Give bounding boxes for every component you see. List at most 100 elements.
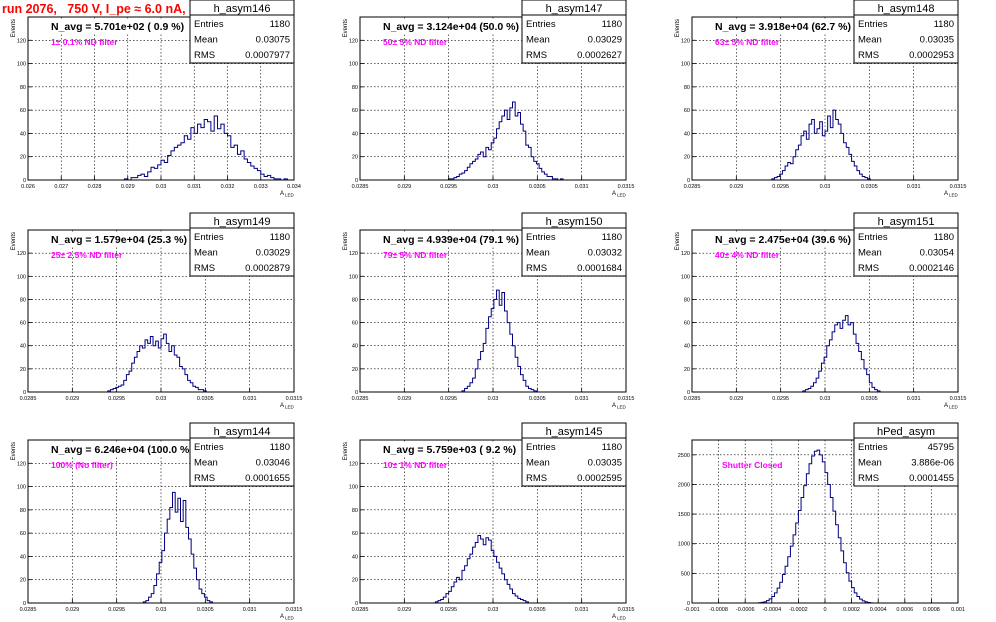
stats-label-rms: RMS bbox=[194, 50, 215, 61]
y-tick-label: 80 bbox=[352, 508, 358, 514]
y-tick-label: 120 bbox=[349, 461, 358, 467]
y-axis-label: Events bbox=[11, 19, 17, 37]
y-axis-label: Events bbox=[343, 232, 349, 250]
stats-value-rms: 0.0002146 bbox=[909, 263, 954, 274]
stats-value-rms: 0.0002627 bbox=[577, 50, 622, 61]
y-tick-label: 60 bbox=[20, 531, 26, 537]
filter-note: Shutter Closed bbox=[722, 460, 782, 470]
x-tick-label: 0.0002 bbox=[843, 607, 860, 613]
x-tick-label: 0.029 bbox=[397, 607, 411, 613]
y-tick-label: 60 bbox=[684, 108, 690, 114]
histogram-series bbox=[107, 333, 207, 392]
y-tick-label: 40 bbox=[684, 344, 690, 350]
stats-box: h_asym144 Entries 1180 Mean 0.03046 RMS 0.0001… bbox=[189, 422, 295, 487]
x-tick-label: 0.031 bbox=[575, 607, 589, 613]
y-tick-label: 20 bbox=[352, 367, 358, 373]
x-tick-label: 0.0315 bbox=[618, 607, 635, 613]
y-tick-label: 100 bbox=[17, 274, 26, 280]
histogram-panel-h_asym145: 0.0285 0.029 0.0295 0.03 0.0305 0.031 0.0315 0 2… bbox=[343, 422, 635, 621]
y-tick-label: 40 bbox=[20, 554, 26, 560]
y-tick-label: 120 bbox=[681, 251, 690, 257]
x-tick-label: 0.026 bbox=[21, 184, 35, 190]
stats-box: hPed_asym Entries 45795 Mean 3.886e-06 RMS 0.0… bbox=[853, 422, 959, 487]
filter-note: 79± 5% ND filter bbox=[383, 250, 448, 260]
y-tick-label: 60 bbox=[20, 321, 26, 327]
x-tick-label: 0.0285 bbox=[352, 184, 369, 190]
y-tick-label: 100 bbox=[681, 274, 690, 280]
x-tick-label: 0.029 bbox=[397, 396, 411, 402]
stats-label-entries: Entries bbox=[194, 232, 224, 243]
x-tick-label: 0.0315 bbox=[950, 396, 967, 402]
stats-label-rms: RMS bbox=[194, 263, 215, 274]
stats-value-rms: 0.0007977 bbox=[245, 50, 290, 61]
y-tick-label: 80 bbox=[20, 297, 26, 303]
x-tick-label: 0.0004 bbox=[870, 607, 887, 613]
stats-value-mean: 0.03029 bbox=[588, 35, 622, 46]
x-tick-label: 0.0295 bbox=[440, 396, 457, 402]
histogram-name: h_asym147 bbox=[546, 3, 603, 15]
x-axis-label: ALED bbox=[280, 191, 295, 198]
y-tick-label: 0 bbox=[355, 390, 358, 396]
stats-value-entries: 1180 bbox=[270, 19, 290, 30]
y-tick-label: 100 bbox=[349, 274, 358, 280]
x-tick-label: -0.0004 bbox=[762, 607, 781, 613]
navg-label: N_avg = 1.579e+04 (25.3 %) bbox=[30, 232, 206, 246]
y-tick-label: 100 bbox=[349, 62, 358, 68]
x-axis-label: ALED bbox=[612, 403, 627, 410]
stats-label-mean: Mean bbox=[526, 35, 550, 46]
histogram-series bbox=[434, 534, 529, 603]
stats-value-mean: 0.03054 bbox=[920, 248, 954, 259]
filter-note: 63± 5% ND filter bbox=[715, 37, 780, 47]
stats-label-mean: Mean bbox=[194, 248, 218, 259]
y-tick-label: 40 bbox=[352, 554, 358, 560]
navg-text: N_avg = 1.579e+04 (25.3 %) bbox=[51, 234, 187, 246]
stats-label-mean: Mean bbox=[526, 458, 550, 469]
y-tick-label: 120 bbox=[349, 251, 358, 257]
y-tick-label: 40 bbox=[20, 344, 26, 350]
stats-value-entries: 1180 bbox=[602, 232, 622, 243]
histogram-panel-h_asym151: 0.0285 0.029 0.0295 0.03 0.0305 0.031 0.0315 0 2… bbox=[675, 212, 967, 410]
histogram-name: h_asym148 bbox=[878, 3, 935, 15]
stats-value-entries: 1180 bbox=[270, 442, 290, 453]
stats-label-rms: RMS bbox=[858, 263, 879, 274]
navg-text: N_avg = 5.759e+03 ( 9.2 %) bbox=[383, 444, 516, 456]
y-tick-label: 100 bbox=[17, 485, 26, 491]
histogram-series bbox=[123, 115, 288, 181]
y-tick-label: 500 bbox=[681, 571, 690, 577]
stats-label-rms: RMS bbox=[858, 50, 879, 61]
x-tick-label: 0.031 bbox=[243, 396, 257, 402]
y-tick-label: 40 bbox=[352, 344, 358, 350]
stats-box: h_asym148 Entries 1180 Mean 0.03035 RMS 0.0002… bbox=[853, 0, 959, 64]
stats-value-mean: 0.03029 bbox=[256, 248, 290, 259]
x-tick-label: 0.0285 bbox=[352, 607, 369, 613]
y-tick-label: 2500 bbox=[678, 453, 690, 459]
y-tick-label: 0 bbox=[355, 601, 358, 607]
x-tick-label: 0.0295 bbox=[440, 607, 457, 613]
navg-text: N_avg = 3.124e+04 (50.0 %) bbox=[383, 21, 519, 33]
stats-label-mean: Mean bbox=[526, 248, 550, 259]
y-tick-label: 40 bbox=[20, 131, 26, 137]
stats-value-entries: 1180 bbox=[934, 232, 954, 243]
stats-value-mean: 3.886e-06 bbox=[911, 458, 954, 469]
stats-value-mean: 0.03035 bbox=[920, 35, 954, 46]
y-tick-label: 1000 bbox=[678, 542, 690, 548]
histogram-series bbox=[802, 315, 881, 392]
stats-label-mean: Mean bbox=[858, 248, 882, 259]
x-tick-label: 0.029 bbox=[397, 184, 411, 190]
histogram-series bbox=[142, 491, 213, 603]
navg-label: N_avg = 5.759e+03 ( 9.2 %) bbox=[362, 442, 538, 456]
stats-value-entries: 45795 bbox=[928, 442, 954, 453]
stats-label-entries: Entries bbox=[858, 19, 888, 30]
y-tick-label: 20 bbox=[684, 367, 690, 373]
histogram-name: h_asym145 bbox=[546, 426, 603, 438]
histogram-series bbox=[758, 449, 877, 604]
x-tick-label: 0.03 bbox=[820, 396, 831, 402]
x-tick-label: -0.001 bbox=[684, 607, 700, 613]
y-tick-label: 40 bbox=[352, 131, 358, 137]
x-tick-label: 0 bbox=[823, 607, 826, 613]
stats-label-mean: Mean bbox=[194, 458, 218, 469]
x-tick-label: 0.0305 bbox=[529, 184, 546, 190]
x-tick-label: 0.0305 bbox=[197, 396, 214, 402]
x-tick-label: 0.0305 bbox=[861, 396, 878, 402]
y-tick-label: 100 bbox=[17, 62, 26, 68]
